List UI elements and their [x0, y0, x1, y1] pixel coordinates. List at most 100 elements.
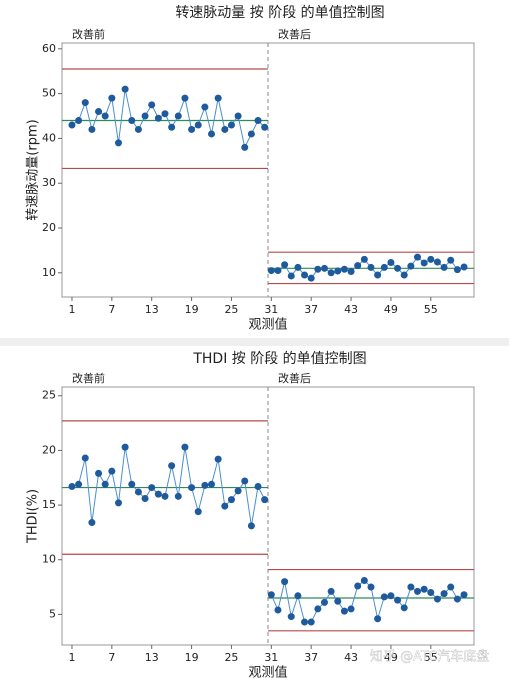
data-point	[221, 125, 229, 133]
data-point	[301, 271, 309, 279]
x-tick-label: 49	[384, 303, 398, 316]
data-point	[81, 99, 89, 107]
x-tick-label: 7	[108, 651, 115, 664]
data-point	[188, 484, 196, 492]
data-point	[340, 265, 348, 273]
data-point	[141, 112, 149, 120]
data-point	[154, 490, 162, 498]
data-point	[121, 85, 129, 93]
data-point	[108, 94, 116, 102]
data-point	[387, 259, 395, 267]
data-point	[201, 481, 209, 489]
data-point	[214, 455, 222, 463]
data-point	[234, 112, 242, 120]
data-point	[287, 272, 295, 280]
data-point	[354, 262, 362, 270]
data-point	[367, 583, 375, 591]
x-tick-label: 1	[68, 303, 75, 316]
data-point	[194, 508, 202, 516]
data-point	[294, 263, 302, 271]
data-point	[95, 469, 103, 477]
data-point	[433, 595, 441, 603]
data-point	[374, 615, 382, 623]
data-point	[274, 267, 282, 275]
x-tick-label: 25	[224, 303, 238, 316]
data-point	[387, 592, 395, 600]
x-tick-label: 37	[304, 651, 318, 664]
data-point	[447, 256, 455, 264]
data-point	[447, 583, 455, 591]
data-point	[168, 462, 176, 470]
data-point	[128, 116, 136, 124]
data-point	[154, 114, 162, 122]
data-point	[75, 480, 83, 488]
data-point	[307, 618, 315, 626]
data-point	[134, 125, 142, 133]
data-point	[81, 454, 89, 462]
data-point	[380, 593, 388, 601]
data-point	[148, 484, 156, 492]
data-point	[88, 125, 96, 133]
data-point	[420, 585, 428, 593]
data-point	[261, 123, 269, 131]
data-point	[460, 263, 468, 271]
data-point	[247, 130, 255, 138]
data-point	[267, 267, 275, 275]
y-tick-label: 50	[42, 87, 56, 100]
data-point	[101, 112, 109, 120]
data-point	[101, 480, 109, 488]
data-point	[148, 101, 156, 109]
data-point	[427, 255, 435, 263]
x-tick-label: 19	[185, 303, 199, 316]
data-point	[460, 591, 468, 599]
data-point	[354, 582, 362, 590]
y-tick-label: 20	[42, 221, 56, 234]
data-point	[241, 477, 249, 485]
data-point	[414, 587, 422, 595]
data-point	[114, 499, 122, 507]
data-point	[68, 482, 76, 490]
data-point	[254, 116, 262, 124]
y-tick-label: 15	[42, 498, 56, 511]
phase-label: 改善后	[278, 371, 311, 385]
data-point	[420, 259, 428, 267]
x-tick-label: 13	[145, 303, 159, 316]
x-tick-label: 31	[264, 651, 278, 664]
data-point	[360, 577, 368, 584]
x-tick-label: 13	[145, 651, 159, 664]
data-point	[320, 598, 328, 606]
data-point	[254, 482, 262, 490]
data-point	[400, 271, 408, 279]
data-point	[141, 495, 149, 503]
data-point	[174, 112, 182, 120]
data-point	[88, 519, 96, 527]
y-axis-label: THDI(%)	[26, 489, 41, 544]
data-point	[380, 263, 388, 271]
x-tick-label: 43	[344, 303, 358, 316]
data-point	[414, 253, 422, 261]
y-tick-label: 20	[42, 443, 56, 456]
data-point	[407, 583, 415, 591]
data-point	[121, 443, 129, 451]
data-point	[108, 467, 116, 475]
data-point	[453, 266, 461, 274]
data-point	[307, 274, 315, 282]
data-point	[247, 522, 255, 530]
data-point	[128, 480, 136, 488]
phase-label: 改善前	[72, 371, 105, 385]
data-point	[347, 605, 355, 613]
x-tick-label: 55	[424, 303, 438, 316]
data-point	[427, 589, 435, 597]
watermark: 知乎 @ATC汽车底盘	[370, 649, 489, 665]
x-tick-label: 7	[108, 303, 115, 316]
data-point	[261, 496, 269, 504]
data-point	[227, 496, 235, 504]
x-tick-label: 49	[384, 651, 398, 664]
data-point	[407, 262, 415, 270]
data-point	[181, 94, 189, 102]
data-point	[161, 110, 169, 118]
x-tick-label: 19	[185, 651, 199, 664]
data-point	[208, 480, 216, 488]
y-tick-label: 5	[49, 607, 56, 620]
data-point	[234, 487, 242, 495]
